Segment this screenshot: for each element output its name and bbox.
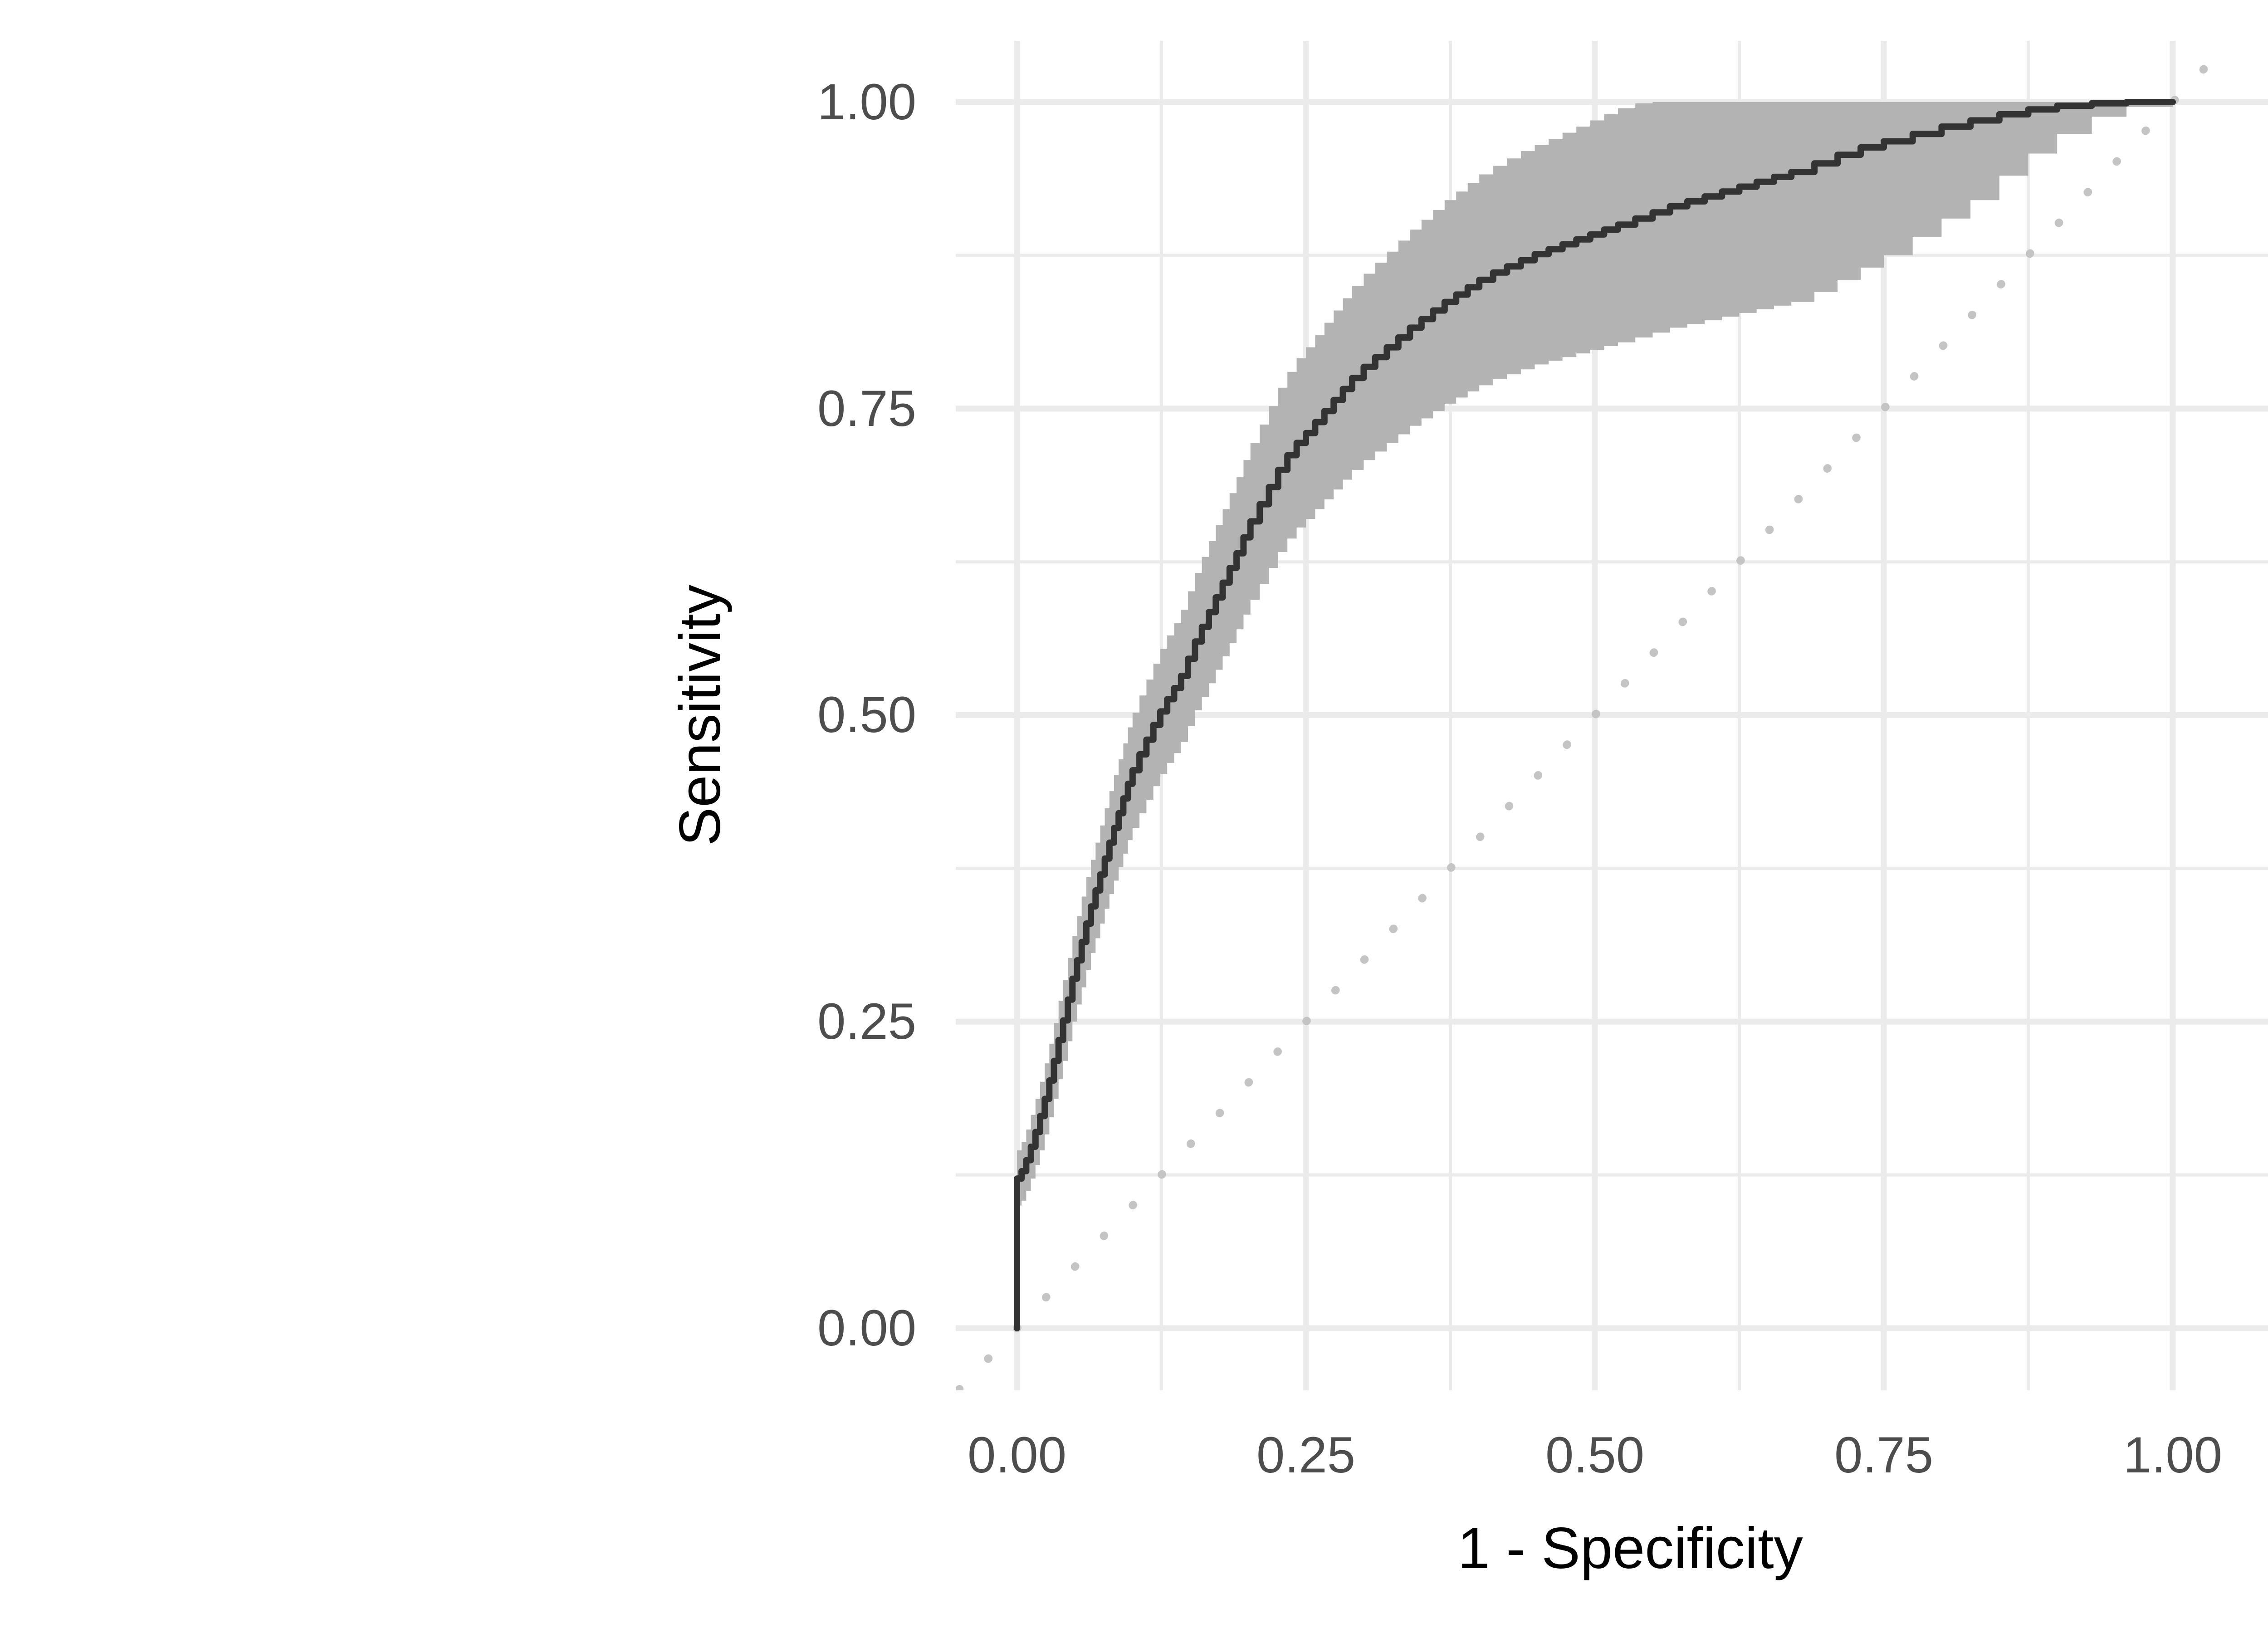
y-tick-label-2: 0.50: [817, 686, 916, 743]
confidence-band: [1017, 102, 2173, 1328]
chance-reference-line: [956, 41, 2235, 1390]
y-tick-label-3: 0.25: [817, 993, 916, 1050]
y-tick-label-1: 0.75: [817, 380, 916, 437]
confidence-ribbon: [1017, 102, 2173, 1328]
x-tick-label-2: 0.50: [1545, 1427, 1644, 1483]
roc-curve-path: [1014, 99, 2176, 1331]
x-axis-title: 1 - Specificity: [1457, 1516, 1803, 1581]
x-tick-label-1: 0.25: [1256, 1427, 1355, 1483]
x-tick-label-0: 0.00: [968, 1427, 1066, 1483]
y-tick-label-0: 1.00: [817, 73, 916, 130]
roc-curve-line: [1014, 99, 2176, 1331]
chance-line: [956, 41, 2235, 1390]
x-tick-label-3: 0.75: [1834, 1427, 1933, 1483]
y-tick-label-4: 0.00: [817, 1300, 916, 1356]
x-tick-label-4: 1.00: [2123, 1427, 2222, 1483]
y-axis-title: Sensitivity: [668, 584, 733, 846]
